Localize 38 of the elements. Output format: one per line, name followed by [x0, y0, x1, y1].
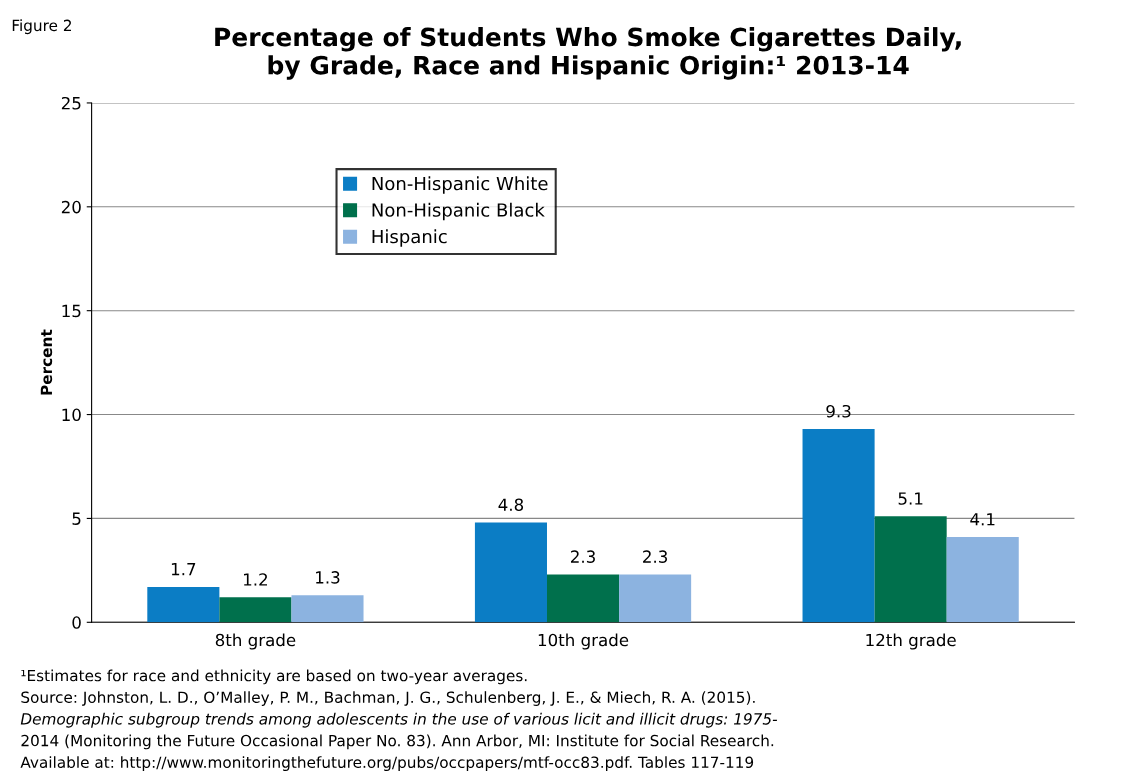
x-tick-label: 10th grade [538, 633, 629, 650]
y-axis-title: Percent [40, 329, 53, 395]
data-label: 1.7 [171, 563, 196, 576]
y-tick-label: 0 [72, 616, 81, 629]
data-label: 5.1 [898, 492, 923, 505]
text: Available at: http://www.monitoringthefuture.org/pubs/occpapers/mtf-occ83.pdf. Tables 117-119 [20, 756, 754, 771]
bar [874, 516, 947, 623]
x-tick-label: 8th grade [215, 633, 296, 650]
y-tick-label: 20 [61, 200, 81, 214]
caption: Figure 2 [12, 19, 71, 35]
y-tick-label: 25 [61, 96, 81, 110]
data-label: 1.3 [316, 571, 340, 584]
bar [546, 574, 620, 623]
source-note: Source: Johnston, L. D., O’Malley, P. M., Bachman, J. G., Schulenberg, J. E., & Miech, R. A. (2015). [21, 691, 755, 706]
y-tick-label: 10 [62, 408, 81, 422]
bar [802, 429, 875, 623]
bar [147, 586, 220, 623]
chart-title: Percentage of Students Who Smoke Cigarettes Daily, by Grade, Race and Hispanic Origin:¹ 2013-14 [215, 27, 961, 80]
legend-label: Non-Hispanic Black [372, 202, 545, 221]
x-tick-label: 12th grade [866, 633, 956, 650]
text: ¹Estimates for race and ethnicity are based on two-year averages. [21, 669, 527, 685]
data-label: 2.3 [571, 550, 595, 563]
text: 2014 (Monitoring the Future Occasional Paper No. 83). Ann Arbor, MI: Institute for Social Research. [21, 734, 774, 750]
legend-label: Hispanic [372, 229, 447, 247]
data-label: 1.2 [244, 573, 267, 586]
text: Demographic subgroup trends among adolescents in the use of various licit and illicit drugs: 1975- [20, 712, 778, 728]
bar [474, 522, 547, 623]
data-label: 4.1 [970, 513, 995, 526]
bar [291, 595, 364, 623]
data-label: 9.3 [826, 404, 851, 418]
data-label: 2.3 [643, 550, 668, 563]
y-tick-label: 5 [72, 512, 81, 525]
data-label: 4.8 [498, 498, 524, 512]
bar [946, 537, 1019, 623]
bar [219, 597, 292, 623]
bar [619, 574, 692, 623]
y-tick-label: 15 [62, 304, 81, 318]
legend-label: Non-Hispanic White [372, 176, 548, 194]
